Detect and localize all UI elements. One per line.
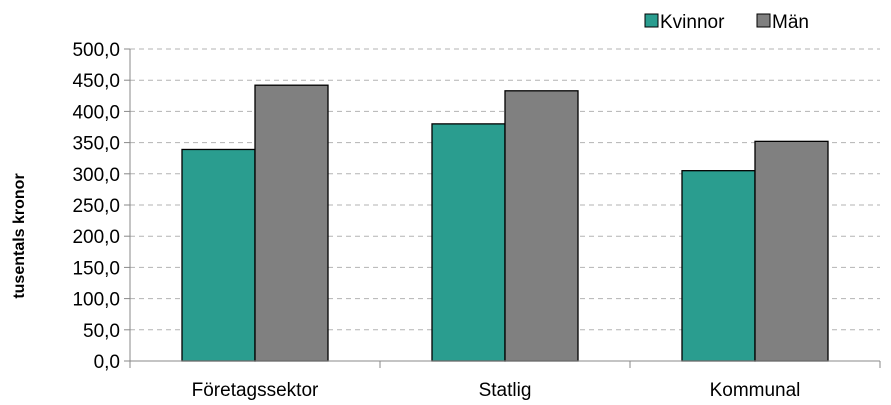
x-tick-label: Statlig <box>479 380 532 401</box>
y-tick-label: 350,0 <box>72 134 120 155</box>
y-tick-label: 150,0 <box>72 258 120 279</box>
legend: Kvinnor Män <box>644 12 809 33</box>
bar-kvinnor-0 <box>181 148 256 362</box>
y-tick-label: 0,0 <box>94 352 120 373</box>
y-tick-label: 200,0 <box>72 227 120 248</box>
bar-kvinnor-2 <box>681 170 756 362</box>
y-axis-label: tusentals kronor <box>11 173 28 298</box>
y-tick-label: 400,0 <box>72 102 120 123</box>
y-tick-label: 300,0 <box>72 165 120 186</box>
x-axis-ticks: Företagssektor Statlig Kommunal <box>192 380 801 401</box>
bars <box>181 84 829 362</box>
y-tick-label: 50,0 <box>83 321 120 342</box>
y-tick-label: 100,0 <box>72 290 120 311</box>
y-tick-label: 250,0 <box>72 196 120 217</box>
legend-label: Män <box>772 12 809 33</box>
x-tick-label: Företagssektor <box>192 380 319 401</box>
x-tick-label: Kommunal <box>710 380 801 401</box>
legend-swatch <box>644 13 659 28</box>
bar-m-n-0 <box>254 84 329 362</box>
bar-m-n-1 <box>504 90 579 362</box>
bar-kvinnor-1 <box>431 123 506 362</box>
y-tick-label: 450,0 <box>72 71 120 92</box>
bar-m-n-2 <box>754 140 829 362</box>
y-axis-ticks: 0,0 50,0 100,0 150,0 200,0 250,0 300,0 350,0 400… <box>72 40 130 373</box>
legend-swatch <box>756 13 771 28</box>
axes <box>129 49 881 368</box>
y-tick-label: 500,0 <box>72 40 120 61</box>
legend-label: Kvinnor <box>660 12 725 33</box>
